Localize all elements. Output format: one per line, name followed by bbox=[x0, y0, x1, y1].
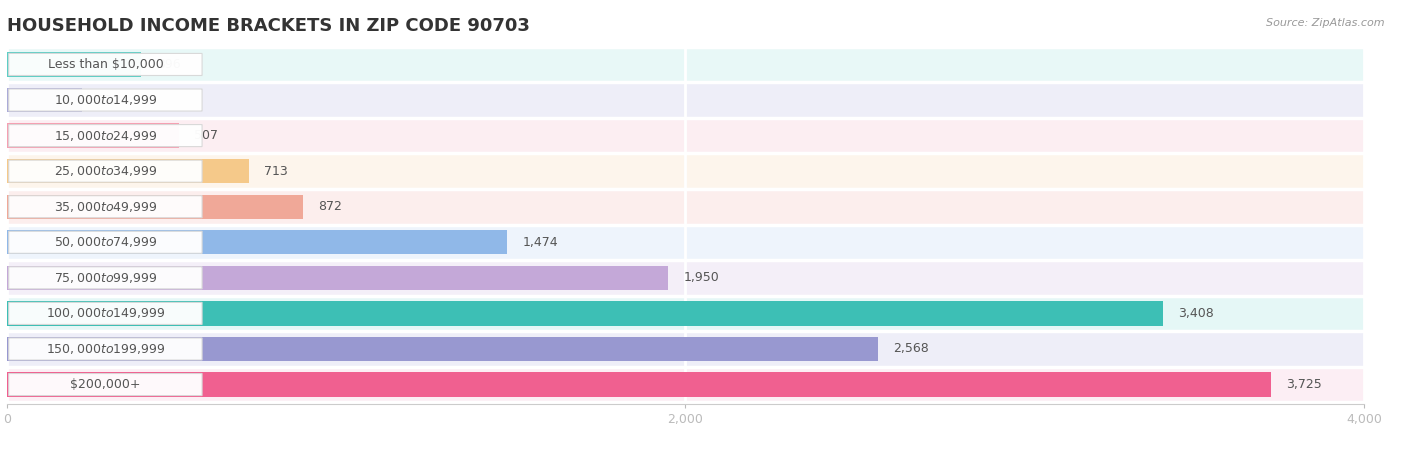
FancyBboxPatch shape bbox=[7, 82, 1364, 118]
Bar bbox=[7, 53, 142, 76]
Text: 1,950: 1,950 bbox=[683, 271, 720, 284]
FancyBboxPatch shape bbox=[8, 53, 202, 75]
FancyBboxPatch shape bbox=[7, 224, 1364, 260]
FancyBboxPatch shape bbox=[7, 189, 1364, 224]
Text: $200,000+: $200,000+ bbox=[70, 378, 141, 391]
Text: $75,000 to $99,999: $75,000 to $99,999 bbox=[53, 271, 157, 285]
Text: Source: ZipAtlas.com: Source: ZipAtlas.com bbox=[1267, 18, 1385, 28]
Text: $25,000 to $34,999: $25,000 to $34,999 bbox=[53, 164, 157, 178]
Text: $50,000 to $74,999: $50,000 to $74,999 bbox=[53, 235, 157, 249]
Bar bbox=[7, 301, 1163, 326]
Bar bbox=[7, 123, 179, 148]
FancyBboxPatch shape bbox=[7, 118, 1364, 154]
Text: 872: 872 bbox=[318, 200, 342, 213]
Bar bbox=[7, 159, 249, 183]
FancyBboxPatch shape bbox=[8, 302, 202, 325]
FancyBboxPatch shape bbox=[7, 154, 1364, 189]
FancyBboxPatch shape bbox=[7, 331, 1364, 367]
Text: 3,408: 3,408 bbox=[1178, 307, 1213, 320]
FancyBboxPatch shape bbox=[7, 295, 1364, 331]
FancyBboxPatch shape bbox=[8, 374, 202, 396]
Text: $10,000 to $14,999: $10,000 to $14,999 bbox=[53, 93, 157, 107]
Text: 713: 713 bbox=[264, 165, 288, 178]
Text: $35,000 to $49,999: $35,000 to $49,999 bbox=[53, 200, 157, 214]
Text: HOUSEHOLD INCOME BRACKETS IN ZIP CODE 90703: HOUSEHOLD INCOME BRACKETS IN ZIP CODE 90… bbox=[7, 17, 530, 35]
Text: $150,000 to $199,999: $150,000 to $199,999 bbox=[45, 342, 165, 356]
Bar bbox=[7, 266, 668, 290]
FancyBboxPatch shape bbox=[8, 231, 202, 253]
Bar bbox=[7, 194, 302, 219]
Text: 222: 222 bbox=[97, 93, 121, 106]
Bar bbox=[7, 337, 879, 361]
Text: 3,725: 3,725 bbox=[1286, 378, 1322, 391]
Text: 1,474: 1,474 bbox=[522, 236, 558, 249]
FancyBboxPatch shape bbox=[8, 124, 202, 147]
Text: 2,568: 2,568 bbox=[893, 343, 929, 356]
Bar bbox=[7, 230, 508, 255]
FancyBboxPatch shape bbox=[8, 160, 202, 182]
Bar bbox=[7, 373, 1271, 396]
Text: $15,000 to $24,999: $15,000 to $24,999 bbox=[53, 128, 157, 143]
Text: $100,000 to $149,999: $100,000 to $149,999 bbox=[45, 306, 165, 321]
FancyBboxPatch shape bbox=[8, 196, 202, 218]
Text: 507: 507 bbox=[194, 129, 218, 142]
FancyBboxPatch shape bbox=[7, 260, 1364, 295]
FancyBboxPatch shape bbox=[8, 89, 202, 111]
Text: Less than $10,000: Less than $10,000 bbox=[48, 58, 163, 71]
FancyBboxPatch shape bbox=[7, 47, 1364, 82]
FancyBboxPatch shape bbox=[8, 338, 202, 360]
Text: 396: 396 bbox=[156, 58, 180, 71]
FancyBboxPatch shape bbox=[7, 367, 1364, 402]
FancyBboxPatch shape bbox=[8, 267, 202, 289]
Bar bbox=[7, 88, 83, 112]
